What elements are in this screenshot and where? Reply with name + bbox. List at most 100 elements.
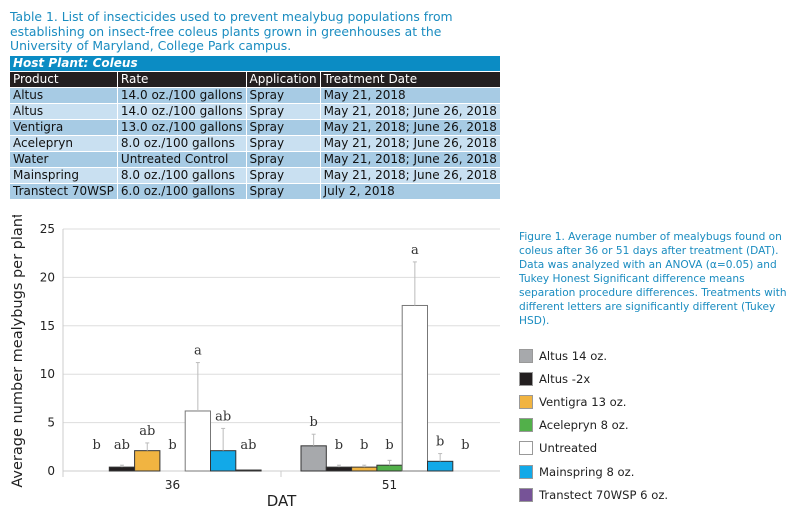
legend-label: Mainspring 8 oz. — [539, 464, 635, 479]
figure-caption: Figure 1. Average number of mealybugs fo… — [519, 231, 787, 327]
header-application: Application — [246, 71, 321, 88]
x-tick-label: 36 — [165, 478, 180, 492]
y-tick-label: 20 — [40, 270, 55, 284]
table-cell: Spray — [246, 119, 321, 136]
legend-swatch — [519, 418, 533, 433]
table-row: Acelepryn 8.0 oz./100 gallons Spray May 21,… — [10, 135, 501, 152]
table-cell: Spray — [246, 151, 321, 168]
table-cell: Altus — [10, 103, 118, 120]
legend-item: Untreated — [519, 437, 668, 460]
significance-letter: b — [92, 438, 100, 453]
bar — [210, 450, 237, 472]
legend-swatch — [519, 348, 533, 363]
legend-label: Altus 14 oz. — [539, 348, 608, 363]
table-cell: Acelepryn — [10, 135, 118, 152]
legend-swatch — [519, 464, 533, 479]
table-row: Water Untreated Control Spray May 21, 2018;… — [10, 151, 501, 168]
table-cell: 13.0 oz./100 gallons — [117, 119, 247, 136]
y-tick-label: 10 — [40, 367, 55, 381]
x-tick-label: 51 — [382, 478, 397, 492]
bar — [351, 466, 378, 472]
legend-item: Ventigra 13 oz. — [519, 390, 668, 413]
y-tick-label: 0 — [47, 464, 55, 478]
bar — [134, 450, 161, 472]
table-cell: Untreated Control — [117, 151, 247, 168]
table-cell: July 2, 2018 — [320, 183, 501, 200]
table-row: Ventigra 13.0 oz./100 gallons Spray May 21,… — [10, 119, 501, 136]
legend-label: Altus -2x — [539, 371, 591, 386]
table-row: Mainspring 8.0 oz./100 gallons Spray May 21… — [10, 167, 501, 184]
bar — [235, 469, 262, 472]
legend-item: Altus -2x — [519, 367, 668, 390]
legend-label: Untreated — [539, 441, 598, 456]
table-cell: Spray — [246, 183, 321, 200]
bar — [184, 410, 211, 472]
table-cell: May 21, 2018; June 26, 2018 — [320, 135, 501, 152]
table-cell: 14.0 oz./100 gallons — [117, 103, 247, 120]
legend-label: Ventigra 13 oz. — [539, 394, 627, 409]
table-cell: 14.0 oz./100 gallons — [117, 87, 247, 104]
bar — [401, 304, 429, 472]
table-caption: Table 1. List of insecticides used to pr… — [10, 9, 453, 53]
significance-letter: b — [360, 438, 368, 453]
legend-label: Acelepryn 8 oz. — [539, 418, 629, 433]
significance-letter: b — [309, 415, 317, 430]
y-tick-label: 25 — [40, 222, 55, 236]
table-header-row: Product Rate Application Treatment Date — [10, 71, 501, 88]
bar — [108, 466, 136, 472]
legend-item: Transtect 70WSP 6 oz. — [519, 483, 668, 506]
table-cell: Ventigra — [10, 119, 118, 136]
table-cell: 6.0 oz./100 gallons — [117, 183, 247, 200]
y-tick-label: 5 — [47, 416, 55, 430]
significance-letter: b — [335, 438, 343, 453]
legend-item: Mainspring 8 oz. — [519, 460, 668, 483]
bar — [376, 464, 403, 472]
header-rate: Rate — [117, 71, 247, 88]
significance-letter: ab — [240, 438, 256, 453]
significance-letter: a — [194, 344, 202, 359]
bar — [300, 445, 327, 472]
header-product: Product — [10, 71, 118, 88]
significance-letter: b — [436, 435, 444, 450]
legend-swatch — [519, 394, 533, 409]
table-cell: Spray — [246, 103, 321, 120]
bar — [427, 460, 454, 472]
table-cell: May 21, 2018; June 26, 2018 — [320, 167, 501, 184]
significance-letter: b — [168, 438, 176, 453]
table-cell: 8.0 oz./100 gallons — [117, 167, 247, 184]
y-tick-label: 15 — [40, 319, 55, 333]
significance-letter: a — [411, 243, 419, 258]
legend-swatch — [519, 371, 533, 386]
table-cell: Spray — [246, 135, 321, 152]
header-treatment-date: Treatment Date — [320, 71, 501, 88]
significance-letter: ab — [215, 409, 231, 424]
legend-label: Transtect 70WSP 6 oz. — [539, 487, 669, 502]
chart-legend: Altus 14 oz. Altus -2x Ventigra 13 oz. Acel… — [519, 344, 668, 506]
significance-letter: ab — [114, 438, 130, 453]
table-cell: May 21, 2018; June 26, 2018 — [320, 119, 501, 136]
table-cell: Altus — [10, 87, 118, 104]
table-row: Altus 14.0 oz./100 gallons Spray May 21, 20… — [10, 87, 501, 104]
y-axis-title: Average number mealybugs per plant — [10, 215, 26, 488]
significance-letter: b — [385, 438, 393, 453]
table-cell: Spray — [246, 87, 321, 104]
bar — [325, 466, 353, 472]
insecticide-table: Host Plant: Coleus Product Rate Applicat… — [10, 56, 501, 200]
table-cell: 8.0 oz./100 gallons — [117, 135, 247, 152]
legend-item: Altus 14 oz. — [519, 344, 668, 367]
table-cell: Mainspring — [10, 167, 118, 184]
table-cell: Transtect 70WSP — [10, 183, 118, 200]
table-row: Transtect 70WSP 6.0 oz./100 gallons Spray J… — [10, 183, 501, 200]
host-plant-label: Host Plant: Coleus — [10, 56, 501, 72]
legend-item: Acelepryn 8 oz. — [519, 414, 668, 437]
table-row: Altus 14.0 oz./100 gallons Spray May 21, 20… — [10, 103, 501, 120]
significance-letter: ab — [139, 424, 155, 439]
table-cell: May 21, 2018; June 26, 2018 — [320, 103, 501, 120]
table-cell: May 21, 2018; June 26, 2018 — [320, 151, 501, 168]
legend-swatch — [519, 441, 533, 456]
table-cell: Water — [10, 151, 118, 168]
legend-swatch — [519, 487, 533, 502]
significance-letter: b — [461, 438, 469, 453]
table-cell: May 21, 2018 — [320, 87, 501, 104]
